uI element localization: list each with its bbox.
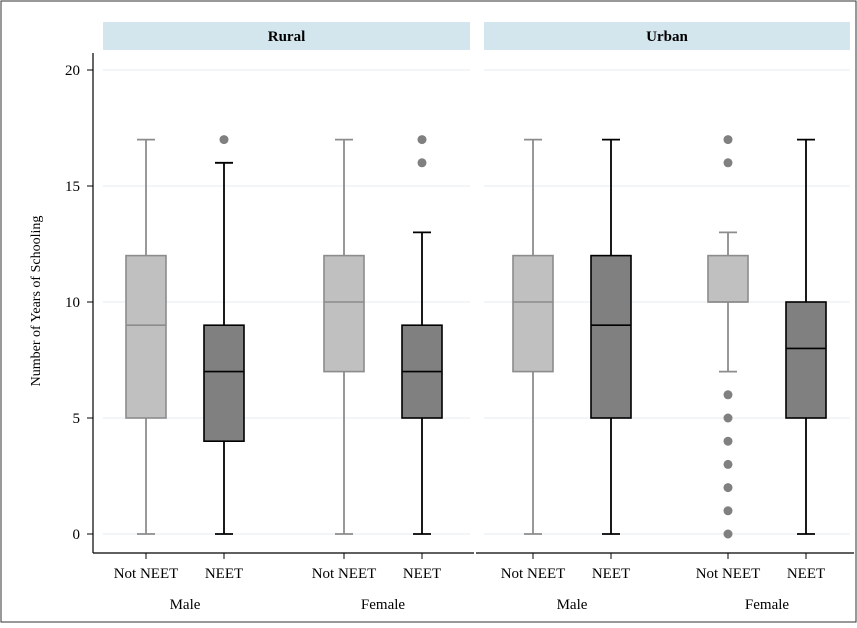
- iqr-box: [323, 254, 365, 373]
- x-group-label: Female: [361, 597, 405, 613]
- panel-title: Rural: [268, 29, 306, 45]
- iqr-box: [203, 324, 245, 443]
- outlier-point: [723, 459, 733, 469]
- y-tick-label: 5: [73, 411, 81, 427]
- x-category-label: Not NEET: [501, 566, 566, 582]
- y-tick-label: 10: [65, 295, 80, 311]
- outlier-point: [723, 390, 733, 400]
- x-category-label: NEET: [205, 566, 243, 582]
- y-tick-label: 15: [65, 179, 80, 195]
- iqr-box: [512, 254, 554, 373]
- panel-strip: [484, 22, 850, 50]
- x-group-label: Male: [170, 597, 201, 613]
- y-axis-title: Number of Years of Schooling: [29, 216, 44, 387]
- outlier-point: [723, 413, 733, 423]
- x-category-label: NEET: [787, 566, 825, 582]
- outlier-point: [417, 135, 427, 145]
- outlier-point: [723, 483, 733, 493]
- x-category-label: NEET: [592, 566, 630, 582]
- x-group-label: Male: [557, 597, 588, 613]
- x-group-label: Female: [745, 597, 789, 613]
- outlier-point: [219, 135, 229, 145]
- outlier-point: [723, 506, 733, 516]
- x-category-label: NEET: [403, 566, 441, 582]
- iqr-box: [125, 254, 167, 419]
- y-tick-label: 0: [73, 527, 81, 543]
- y-tick-label: 20: [65, 63, 80, 79]
- x-category-label: Not NEET: [312, 566, 377, 582]
- outlier-point: [417, 158, 427, 168]
- iqr-box: [707, 254, 749, 303]
- x-category-label: Not NEET: [114, 566, 179, 582]
- outlier-point: [723, 529, 733, 539]
- x-category-label: Not NEET: [696, 566, 761, 582]
- iqr-box: [785, 301, 827, 419]
- panel-title: Urban: [646, 29, 688, 45]
- outlier-point: [723, 135, 733, 145]
- iqr-box: [590, 254, 632, 419]
- panel-strip: [103, 22, 470, 50]
- outlier-point: [723, 436, 733, 446]
- outlier-point: [723, 158, 733, 168]
